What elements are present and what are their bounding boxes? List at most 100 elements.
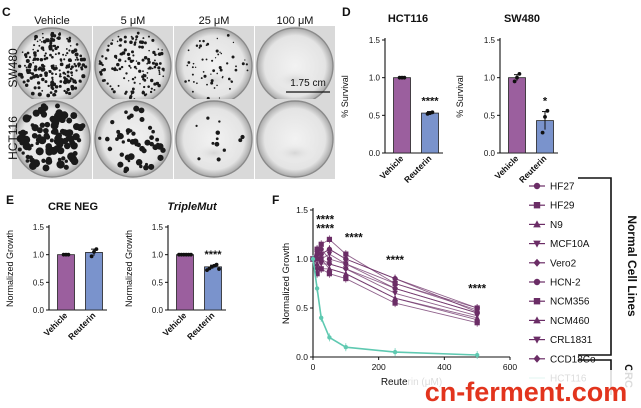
colony: [82, 58, 85, 61]
colony: [98, 136, 102, 140]
y-tick-label: 0.5: [152, 278, 164, 287]
colony: [214, 57, 217, 59]
colony: [28, 69, 32, 72]
colony: [144, 57, 147, 60]
y-tick-label: 1.5: [369, 36, 381, 45]
colony: [187, 49, 190, 52]
colony: [112, 90, 116, 94]
colony: [140, 45, 144, 49]
y-axis-label: % Survival: [340, 75, 350, 118]
colony: [162, 69, 165, 72]
legend-label-hcn-2: HCN-2: [550, 278, 581, 289]
colony: [205, 44, 208, 47]
colony: [105, 136, 110, 142]
colony: [55, 103, 60, 109]
legend-marker: [533, 336, 541, 344]
colony: [238, 138, 243, 143]
colony: [34, 51, 37, 54]
colony: [61, 156, 66, 161]
colony: [246, 69, 249, 72]
panel-c-colony-plates: [12, 26, 335, 179]
data-point: [66, 252, 71, 257]
x-tick-label: Reuterin: [402, 153, 433, 184]
colony: [39, 122, 46, 128]
colony: [230, 80, 234, 84]
colony: [226, 34, 230, 37]
colony: [211, 141, 215, 145]
colony: [133, 81, 136, 84]
colony: [222, 148, 226, 152]
data-point-ccd18co: [314, 245, 320, 253]
colony: [125, 72, 128, 75]
colony: [42, 164, 50, 172]
colony: [24, 131, 28, 135]
y-tick-label: 0.0: [152, 306, 164, 315]
colony: [217, 53, 220, 56]
colony: [125, 90, 128, 94]
colony: [41, 77, 45, 82]
colony: [79, 57, 84, 62]
colony: [113, 67, 117, 72]
legend-label-crl1831: CRL1831: [550, 335, 593, 346]
data-point: [540, 130, 545, 135]
y-tick-label: 1.5: [33, 223, 45, 232]
significance-label: *: [543, 96, 548, 108]
colony: [158, 73, 161, 76]
y-tick-label: 0.5: [296, 303, 308, 313]
colony: [118, 58, 122, 62]
colony: [126, 132, 130, 135]
bar-reuterin: [421, 112, 439, 154]
colony: [157, 48, 160, 50]
scale-bar-label: 1.75 cm: [290, 78, 326, 89]
colony: [139, 82, 141, 85]
colony: [205, 58, 208, 61]
data-point-ncm460: [342, 270, 349, 277]
colony: [191, 73, 194, 76]
colony: [154, 59, 156, 62]
colony: [139, 117, 145, 123]
colony: [147, 125, 153, 130]
colony: [138, 45, 142, 49]
colony: [65, 54, 67, 57]
colony: [51, 76, 54, 80]
colony: [60, 59, 63, 62]
col-label-25um: 25 μM: [199, 15, 230, 27]
colony: [44, 134, 51, 140]
colony: [215, 49, 219, 53]
colony: [23, 64, 26, 67]
colony: [206, 116, 210, 120]
colony: [106, 82, 109, 85]
colony: [129, 129, 133, 133]
y-axis-label: Normalized Growth: [124, 230, 134, 307]
colony: [66, 64, 71, 69]
colony: [30, 143, 34, 148]
significance-label: ****: [421, 96, 439, 108]
data-point: [543, 114, 547, 119]
colony: [58, 69, 61, 72]
colony: [153, 82, 157, 86]
colony: [78, 63, 81, 66]
colony: [54, 89, 58, 93]
colony: [24, 83, 29, 87]
legend-label-hf29: HF29: [550, 201, 575, 212]
colony: [202, 39, 205, 43]
colony: [33, 67, 38, 72]
y-tick-label: 1.0: [484, 74, 496, 83]
colony: [187, 61, 190, 64]
colony: [143, 93, 147, 97]
colony: [134, 141, 139, 147]
row-label-hct116: HCT116: [6, 116, 20, 160]
colony: [194, 66, 197, 68]
colony: [137, 33, 140, 35]
colony: [50, 31, 55, 36]
colony: [73, 86, 78, 90]
colony: [70, 71, 73, 74]
colony: [198, 39, 201, 43]
data-point-ccd18co: [342, 255, 349, 263]
colony: [51, 78, 54, 81]
legend-label-vero2: Vero2: [550, 258, 577, 269]
colony: [44, 121, 51, 128]
colony: [151, 129, 155, 134]
colony: [127, 56, 131, 61]
